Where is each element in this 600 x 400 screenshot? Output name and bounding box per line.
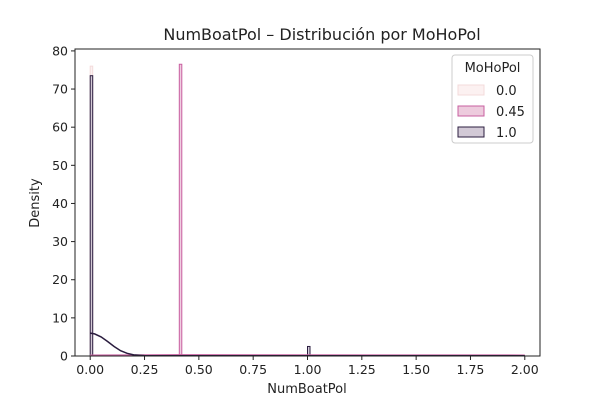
y-tick-label: 70 <box>52 82 68 97</box>
histogram-bar-0.45-0 <box>178 63 183 357</box>
legend-box <box>451 54 534 144</box>
x-axis-ticks: 0.00 0.25 0.50 0.75 1.00 1.25 1.50 1.75 2.00 <box>76 356 539 377</box>
y-tick-label: 60 <box>52 120 68 135</box>
x-tick-label: 0.75 <box>239 362 267 377</box>
x-tick-label: 0.25 <box>131 362 159 377</box>
x-tick-label: 1.00 <box>294 362 322 377</box>
x-tick-label: 0.50 <box>185 362 213 377</box>
y-tick-label: 50 <box>52 158 68 173</box>
chart-title: NumBoatPol – Distribución por MoHoPol <box>163 25 480 44</box>
legend-swatch-0.0 <box>457 84 485 96</box>
y-tick-label: 20 <box>52 272 68 287</box>
y-tick-label: 0 <box>60 349 68 364</box>
y-axis-label: Density <box>28 178 43 228</box>
x-tick-label: 0.00 <box>76 362 104 377</box>
legend-label-0.0: 0.0 <box>496 84 517 99</box>
x-tick-label: 1.25 <box>348 362 376 377</box>
x-axis-label: NumBoatPol <box>267 382 347 397</box>
legend-swatch-1.0 <box>457 126 485 138</box>
y-tick-label: 30 <box>52 234 68 249</box>
x-tick-label: 2.00 <box>511 362 539 377</box>
legend-swatch-0.45 <box>457 105 485 117</box>
legend-label-1.0: 1.0 <box>496 126 517 141</box>
x-tick-label: 1.75 <box>457 362 485 377</box>
plot-area <box>89 63 525 357</box>
y-tick-label: 40 <box>52 196 68 211</box>
legend-label-0.45: 0.45 <box>496 105 525 120</box>
y-tick-label: 80 <box>52 43 68 58</box>
y-axis-ticks: 0 10 20 30 40 50 60 70 80 <box>52 43 75 364</box>
legend-title: MoHoPol <box>465 61 521 76</box>
legend: MoHoPol 0.0 0.45 1.0 <box>451 54 534 144</box>
x-tick-label: 1.50 <box>402 362 430 377</box>
histogram-bar-1.0-0 <box>89 75 94 357</box>
y-tick-label: 10 <box>52 310 68 325</box>
